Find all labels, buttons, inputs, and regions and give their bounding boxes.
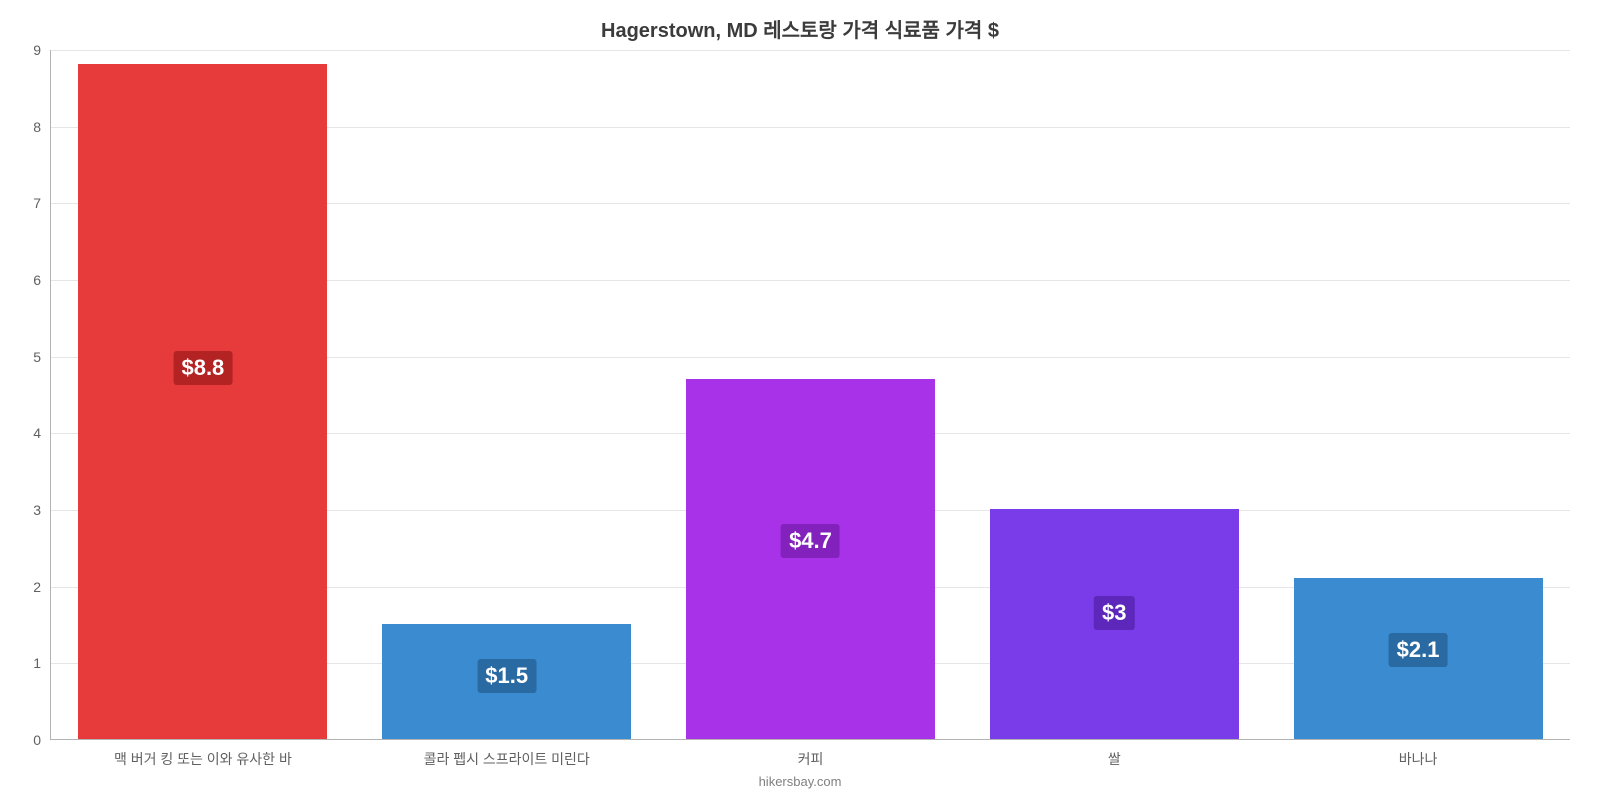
bar: $2.1 <box>1294 578 1543 739</box>
x-tick-label: 커피 <box>798 739 824 769</box>
y-tick-label: 7 <box>33 195 51 211</box>
y-tick-label: 5 <box>33 349 51 365</box>
y-tick-label: 9 <box>33 42 51 58</box>
y-tick-label: 8 <box>33 119 51 135</box>
y-tick-label: 2 <box>33 579 51 595</box>
bar-value-label: $1.5 <box>477 659 536 693</box>
bar-value-label: $8.8 <box>173 351 232 385</box>
bar: $1.5 <box>382 624 631 739</box>
price-bar-chart: Hagerstown, MD 레스토랑 가격 식료품 가격 $ 0 1 2 3 4 5 6 7… <box>0 0 1600 800</box>
bar-slot: $4.7커피 <box>659 50 963 739</box>
bar-slot: $3쌀 <box>962 50 1266 739</box>
bar-slot: $8.8맥 버거 킹 또는 이와 유사한 바 <box>51 50 355 739</box>
y-tick-label: 0 <box>33 732 51 748</box>
bar: $4.7 <box>686 379 935 739</box>
chart-title: Hagerstown, MD 레스토랑 가격 식료품 가격 $ <box>0 14 1600 43</box>
bar-slot: $2.1바나나 <box>1266 50 1570 739</box>
bar-value-label: $4.7 <box>781 524 840 558</box>
x-tick-label: 바나나 <box>1399 739 1438 769</box>
plot-area: 0123456789$8.8맥 버거 킹 또는 이와 유사한 바$1.5콜라 펩… <box>50 50 1570 740</box>
bars-container: $8.8맥 버거 킹 또는 이와 유사한 바$1.5콜라 펩시 스프라이트 미린… <box>51 50 1570 739</box>
y-tick-label: 4 <box>33 425 51 441</box>
bar: $8.8 <box>78 64 327 739</box>
y-tick-label: 1 <box>33 655 51 671</box>
y-tick-label: 3 <box>33 502 51 518</box>
bar-value-label: $2.1 <box>1389 633 1448 667</box>
y-tick-label: 6 <box>33 272 51 288</box>
attribution-text: hikersbay.com <box>0 774 1600 789</box>
bar: $3 <box>990 509 1239 739</box>
bar-value-label: $3 <box>1094 596 1134 630</box>
x-tick-label: 콜라 펩시 스프라이트 미린다 <box>424 739 590 769</box>
x-tick-label: 맥 버거 킹 또는 이와 유사한 바 <box>114 739 292 769</box>
x-tick-label: 쌀 <box>1108 739 1121 769</box>
bar-slot: $1.5콜라 펩시 스프라이트 미린다 <box>355 50 659 739</box>
